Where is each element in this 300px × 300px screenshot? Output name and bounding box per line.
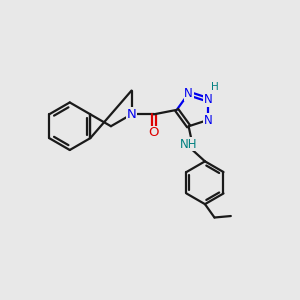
Text: H: H (212, 82, 219, 92)
Text: O: O (148, 126, 159, 139)
Text: N: N (127, 108, 136, 121)
Text: N: N (203, 113, 212, 127)
Text: N: N (184, 87, 193, 100)
Text: NH: NH (180, 138, 197, 151)
Text: N: N (203, 93, 212, 106)
